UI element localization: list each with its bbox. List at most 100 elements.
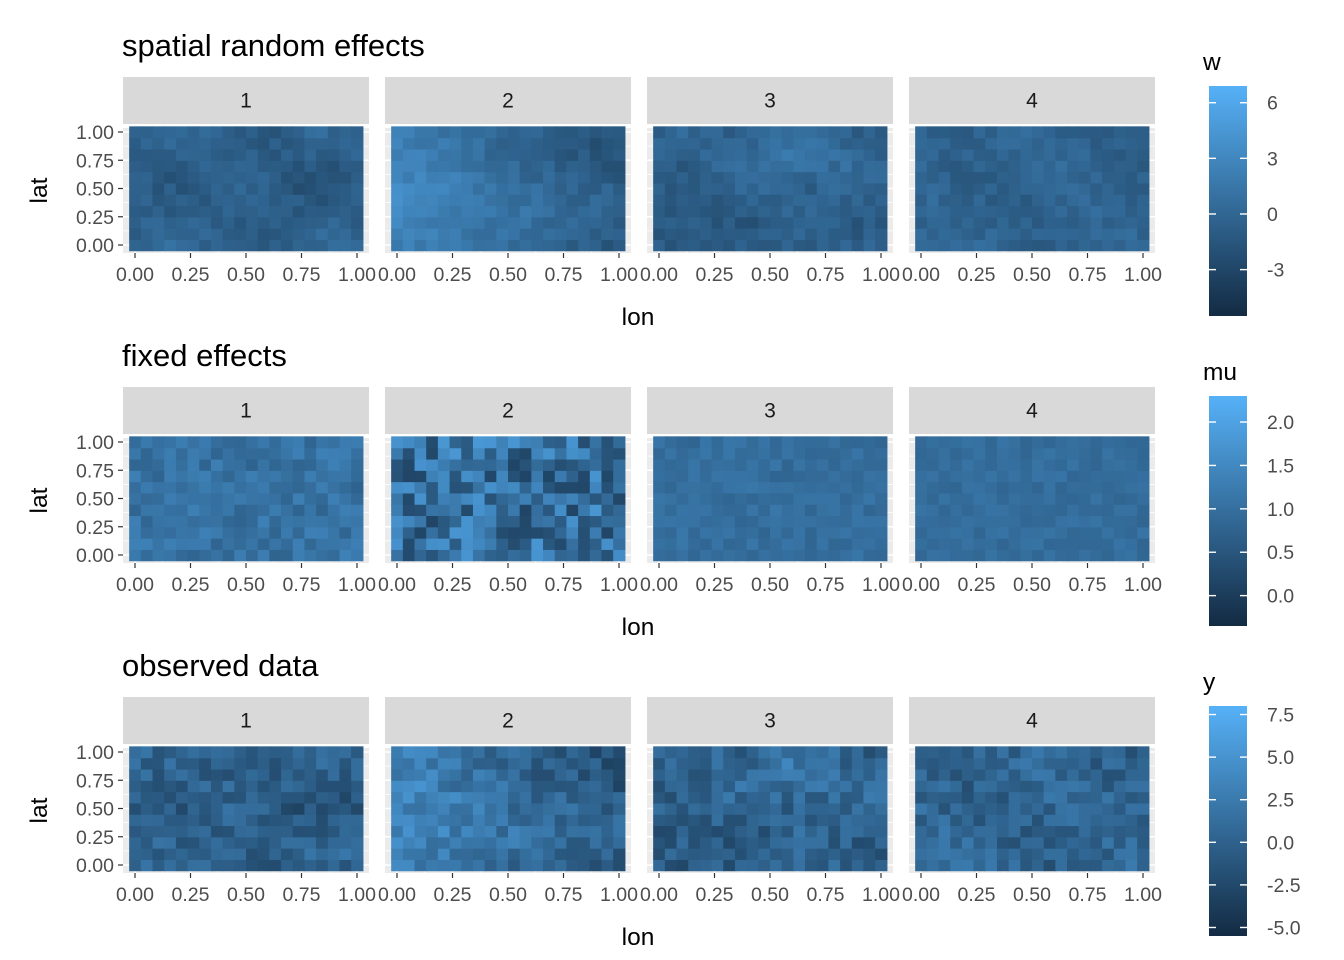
heatmap-cell (676, 492, 689, 505)
heatmap-cell (316, 481, 329, 494)
heatmap-cell (793, 538, 806, 550)
heatmap-cell (1078, 859, 1092, 872)
heatmap-cell (863, 194, 876, 207)
heatmap-cell (426, 137, 439, 150)
heatmap-cell (938, 447, 951, 460)
heatmap-cell (496, 768, 509, 781)
heatmap-cell (613, 504, 626, 517)
heatmap-cell (140, 492, 154, 505)
heatmap-cell (793, 515, 806, 528)
heatmap-cell (723, 126, 736, 139)
heatmap-cell (1020, 239, 1033, 252)
heatmap-cell (140, 768, 154, 781)
heatmap-cell (613, 458, 626, 471)
heatmap-cell (257, 160, 270, 173)
x-tick-label: 0.25 (434, 884, 472, 906)
heatmap-cell (1043, 814, 1056, 827)
heatmap-cell (973, 239, 986, 252)
heatmap-cell (339, 137, 352, 150)
heatmap-cell (1137, 526, 1150, 539)
heatmap-cell (926, 515, 940, 528)
x-tick-label: 0.00 (116, 884, 154, 906)
heatmap-cell (828, 216, 841, 229)
heatmap-cell (770, 848, 783, 860)
heatmap-cell (566, 228, 579, 240)
heatmap-cell (484, 791, 497, 804)
heatmap-cell (1067, 216, 1080, 229)
heatmap-cell (129, 538, 142, 550)
heatmap-cell (1032, 447, 1045, 460)
heatmap-cell (140, 859, 154, 872)
heatmap-cell (140, 160, 154, 173)
heatmap-cell (1008, 239, 1021, 252)
heatmap-cell (828, 194, 841, 207)
heatmap-cell (758, 791, 771, 804)
heatmap-cell (1067, 239, 1080, 252)
heatmap-cell (781, 447, 794, 460)
heatmap-cell (664, 470, 678, 483)
heatmap-cell (1020, 126, 1033, 139)
heatmap-cell (234, 538, 247, 550)
x-tick-label: 0.25 (434, 574, 472, 596)
heatmap-cell (1102, 137, 1115, 150)
heatmap-cell (601, 148, 614, 161)
heatmap-cell (1125, 216, 1138, 229)
heatmap-cell (1043, 504, 1056, 517)
heatmap-cell (129, 757, 142, 770)
heatmap-cell (828, 848, 841, 860)
heatmap-cell (613, 791, 626, 804)
heatmap-cell (1113, 515, 1127, 528)
heatmap-cell (699, 470, 713, 483)
heatmap-cell (140, 470, 154, 483)
heatmap-cell (461, 205, 474, 218)
heatmap-cell (339, 780, 352, 793)
heatmap-cell (246, 802, 259, 815)
heatmap-cell (531, 447, 544, 460)
heatmap-cell (391, 791, 404, 804)
heatmap-cell (1078, 836, 1092, 849)
heatmap-cell (351, 194, 364, 207)
heatmap-cell (187, 757, 200, 770)
heatmap-cell (1090, 526, 1103, 539)
heatmap-cell (711, 205, 724, 218)
heatmap-cell (840, 515, 853, 528)
heatmap-cell (484, 436, 497, 449)
heatmap-cell (1102, 447, 1115, 460)
heatmap-cell (222, 447, 235, 460)
heatmap-cell (316, 814, 329, 827)
heatmap-cell (437, 768, 451, 781)
heatmap-cell (269, 848, 282, 860)
heatmap-cell (496, 205, 509, 218)
heatmap-cell (152, 504, 165, 517)
heatmap-cell (613, 814, 626, 827)
heatmap-cell (402, 504, 416, 517)
heatmap-cell (828, 836, 841, 849)
heatmap-cell (222, 160, 235, 173)
heatmap-cell (781, 228, 794, 240)
heatmap-cell (699, 836, 713, 849)
heatmap-cell (140, 549, 154, 562)
heatmap-cell (770, 492, 783, 505)
heatmap-cell (711, 436, 724, 449)
heatmap-cell (484, 171, 497, 184)
heatmap-cell (613, 859, 626, 872)
heatmap-cell (723, 768, 736, 781)
heatmap-cell (863, 814, 876, 827)
heatmap-cell (793, 137, 806, 150)
heatmap-cell (985, 526, 998, 539)
heatmap-cell (875, 780, 888, 793)
heatmap-cell (816, 802, 830, 815)
heatmap-cell (699, 825, 713, 838)
heatmap-cell (1032, 436, 1045, 449)
heatmap-cell (327, 148, 341, 161)
heatmap-cell (246, 504, 259, 517)
heatmap-cell (711, 492, 724, 505)
heatmap-cell (187, 814, 200, 827)
heatmap-cell (152, 171, 165, 184)
heatmap-cell (746, 126, 759, 139)
heatmap-cell (222, 746, 235, 759)
heatmap-cell (746, 780, 759, 793)
heatmap-cell (578, 780, 591, 793)
heatmap-cell (175, 228, 189, 240)
